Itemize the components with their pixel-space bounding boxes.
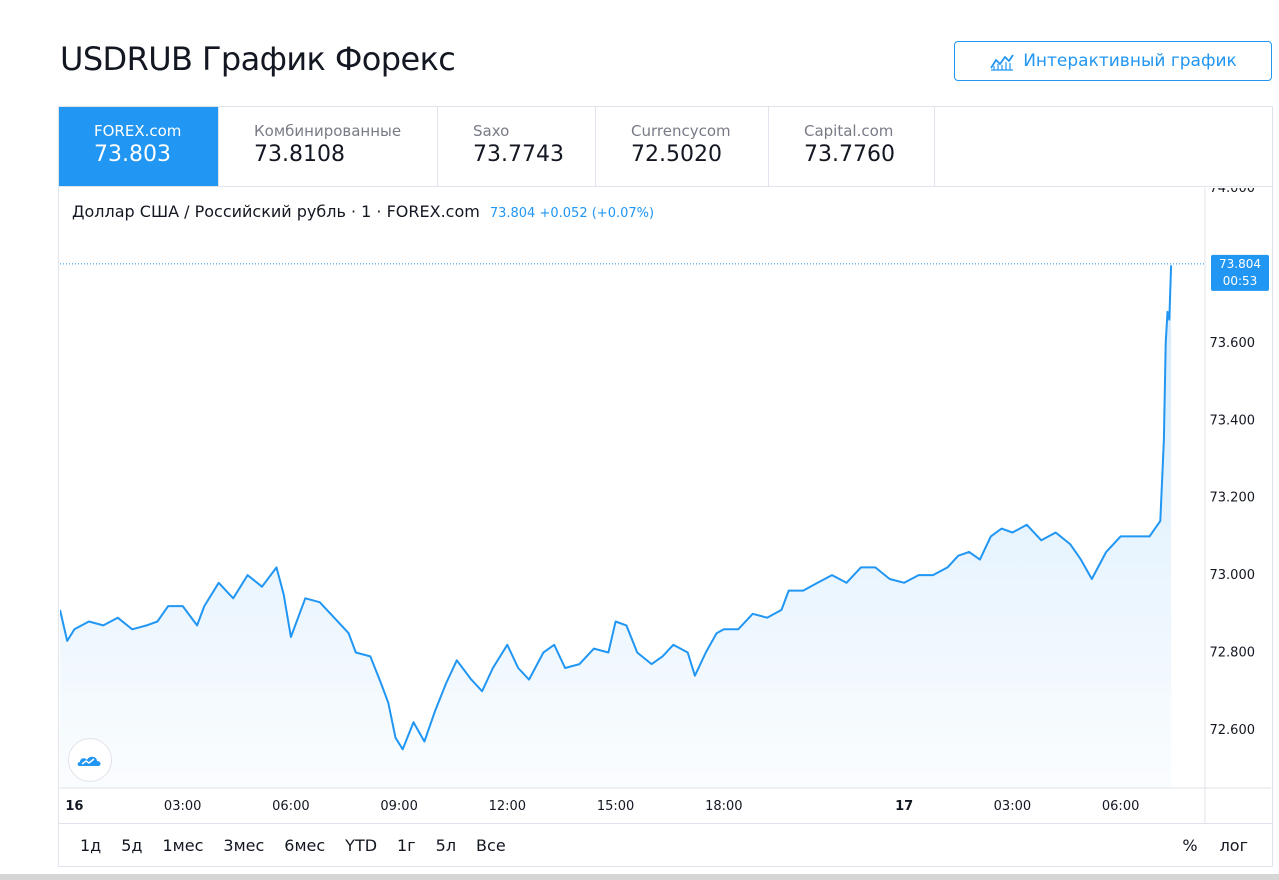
legend-last: 73.804 xyxy=(489,206,536,221)
tab-value: 73.7743 xyxy=(473,142,564,167)
range-1d-button[interactable]: 1д xyxy=(80,836,102,855)
y-tick-label: 73.600 xyxy=(1210,336,1256,351)
x-tick-label: 06:00 xyxy=(1102,799,1139,814)
tab-combined[interactable]: Комбинированные 73.8108 xyxy=(219,107,438,186)
legend-symbol: Доллар США / Российский рубль · 1 · FORE… xyxy=(72,202,480,221)
legend-change: +0.052 xyxy=(539,206,588,221)
range-1m-button[interactable]: 1мес xyxy=(162,836,204,855)
series-area-fill xyxy=(60,265,1172,788)
chart-line-icon xyxy=(990,54,1014,71)
price-chart[interactable]: 74.000 73.600 73.400 73.200 73.000 72.800 72.6… xyxy=(59,181,1271,823)
x-tick-label: 15:00 xyxy=(597,799,634,814)
page-title: USDRUB График Форекс xyxy=(60,40,456,78)
y-axis-ticks: 74.000 73.600 73.400 73.200 73.000 72.800 72.6… xyxy=(1210,181,1256,738)
tab-value: 72.5020 xyxy=(631,142,722,167)
percent-toggle[interactable]: % xyxy=(1182,836,1198,855)
interactive-chart-button[interactable]: Интерактивный график xyxy=(954,41,1272,81)
y-tick-label: 72.600 xyxy=(1210,723,1256,738)
x-tick-label: 16 xyxy=(65,799,83,814)
x-tick-label: 03:00 xyxy=(164,799,201,814)
range-6m-button[interactable]: 6мес xyxy=(284,836,326,855)
y-tick-label: 73.000 xyxy=(1210,568,1256,583)
legend-values: 73.804 +0.052 (+0.07%) xyxy=(490,206,654,221)
footer-strip xyxy=(0,874,1279,880)
tab-name: FOREX.com xyxy=(94,122,182,140)
last-price-label: 73.804 00:53 xyxy=(1211,254,1269,291)
interactive-chart-label: Интерактивный график xyxy=(1023,51,1237,71)
y-tick-label: 73.200 xyxy=(1210,491,1256,506)
tab-name: Saxo xyxy=(473,122,510,140)
range-1y-button[interactable]: 1г xyxy=(397,836,416,855)
x-axis-ticks: 16 03:00 06:00 09:00 12:00 15:00 18:00 17 03:00 0… xyxy=(65,799,1139,814)
tab-capital-com[interactable]: Capital.com 73.7760 xyxy=(769,107,935,186)
x-tick-label: 17 xyxy=(895,799,913,814)
last-price-countdown: 00:53 xyxy=(1223,274,1258,288)
log-toggle[interactable]: лог xyxy=(1219,836,1248,855)
range-5d-button[interactable]: 5д xyxy=(121,836,143,855)
tab-value: 73.7760 xyxy=(804,142,895,167)
scale-toggles: % лог xyxy=(1182,836,1248,855)
tab-name: Комбинированные xyxy=(254,122,402,140)
tab-value: 73.803 xyxy=(94,142,171,167)
x-tick-label: 03:00 xyxy=(994,799,1031,814)
cloud-logo-icon xyxy=(77,756,101,766)
legend-change-pct: (+0.07%) xyxy=(591,206,655,221)
tab-currencycom[interactable]: Currencycom 72.5020 xyxy=(596,107,769,186)
tab-value: 73.8108 xyxy=(254,142,345,167)
last-price-value: 73.804 xyxy=(1219,257,1261,271)
source-tabs: FOREX.com 73.803 Комбинированные 73.8108… xyxy=(59,107,1272,187)
x-tick-label: 12:00 xyxy=(489,799,526,814)
range-all-button[interactable]: Все xyxy=(476,836,506,855)
y-tick-label: 74.000 xyxy=(1210,188,1256,196)
tab-name: Capital.com xyxy=(804,122,894,140)
y-tick-label: 73.400 xyxy=(1210,413,1256,428)
series-line xyxy=(59,265,1173,751)
tab-forex-com[interactable]: FOREX.com 73.803 xyxy=(59,107,219,186)
tab-saxo[interactable]: Saxo 73.7743 xyxy=(438,107,596,186)
series-legend: Доллар США / Российский рубль · 1 · FORE… xyxy=(72,202,654,221)
chart-widget: FOREX.com 73.803 Комбинированные 73.8108… xyxy=(58,106,1273,867)
x-tick-label: 06:00 xyxy=(272,799,309,814)
range-ytd-button[interactable]: YTD xyxy=(345,836,378,855)
tab-name: Currencycom xyxy=(631,122,731,140)
tradingview-logo-icon[interactable] xyxy=(68,738,112,782)
y-tick-label: 72.800 xyxy=(1210,646,1256,661)
chart-area[interactable]: 74.000 73.600 73.400 73.200 73.000 72.800 72.6… xyxy=(59,181,1271,827)
x-tick-label: 09:00 xyxy=(380,799,417,814)
range-5y-button[interactable]: 5л xyxy=(435,836,457,855)
range-3m-button[interactable]: 3мес xyxy=(223,836,265,855)
range-toolbar: 1д 5д 1мес 3мес 6мес YTD 1г 5л Все % лог xyxy=(59,823,1272,867)
x-tick-label: 18:00 xyxy=(705,799,742,814)
